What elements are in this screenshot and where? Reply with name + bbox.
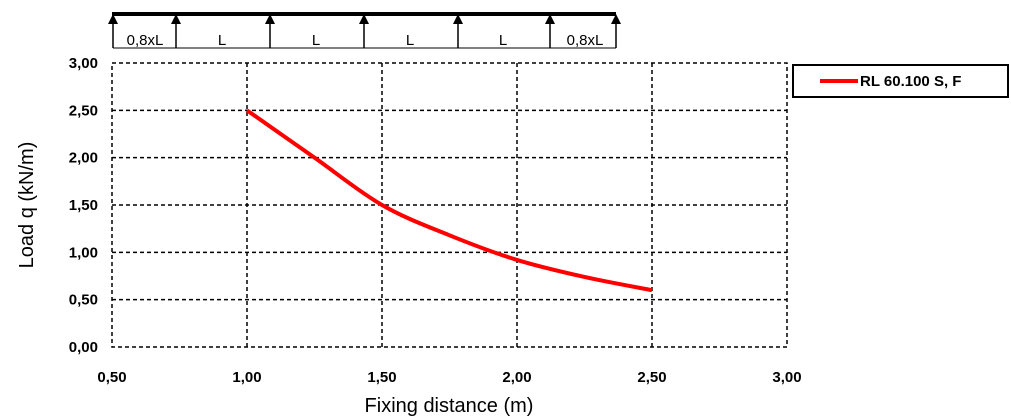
plot-frame (111, 62, 788, 348)
y-tick-label: 2,50 (69, 102, 98, 119)
span-label: L (406, 32, 414, 49)
support-arrow-icon (545, 14, 555, 24)
legend-label: RL 60.100 S, F (860, 73, 961, 90)
y-tick-label: 0,00 (69, 339, 98, 356)
series-line (245, 108, 653, 293)
grid-lines (112, 63, 787, 347)
y-tick-label: 1,50 (69, 197, 98, 214)
x-tick-label: 3,00 (772, 369, 801, 386)
y-tick-label: 3,00 (69, 55, 98, 72)
support-arrow-icon (611, 14, 621, 24)
y-axis-title: Load q (kN/m) (16, 142, 38, 269)
y-tick-label: 1,00 (69, 244, 98, 261)
span-label: L (218, 32, 226, 49)
support-arrow-icon (108, 14, 118, 24)
y-tick-label: 0,50 (69, 292, 98, 309)
tick-labels: 0,50 1,00 1,50 2,00 2,50 3,00 0,00 0,50 1,00 1,50… (69, 55, 802, 386)
x-axis-title: Fixing distance (m) (365, 395, 534, 417)
support-arrow-icon (359, 14, 369, 24)
support-arrow-icon (265, 14, 275, 24)
beam-diagram: 0,8xL L L L L 0,8xL (108, 12, 621, 49)
span-label: L (499, 32, 507, 49)
x-tick-label: 1,00 (232, 369, 261, 386)
span-label: L (312, 32, 320, 49)
x-tick-label: 1,50 (367, 369, 396, 386)
span-label: 0,8xL (127, 32, 164, 49)
x-tick-label: 2,00 (502, 369, 531, 386)
series-lines (245, 108, 653, 293)
legend: RL 60.100 S, F (792, 64, 1009, 98)
y-tick-label: 2,00 (69, 150, 98, 167)
support-arrow-icon (171, 14, 181, 24)
span-label: 0,8xL (567, 32, 604, 49)
support-arrow-icon (453, 14, 463, 24)
plot-area (111, 62, 788, 348)
x-tick-label: 2,50 (637, 369, 666, 386)
x-tick-label: 0,50 (97, 369, 126, 386)
